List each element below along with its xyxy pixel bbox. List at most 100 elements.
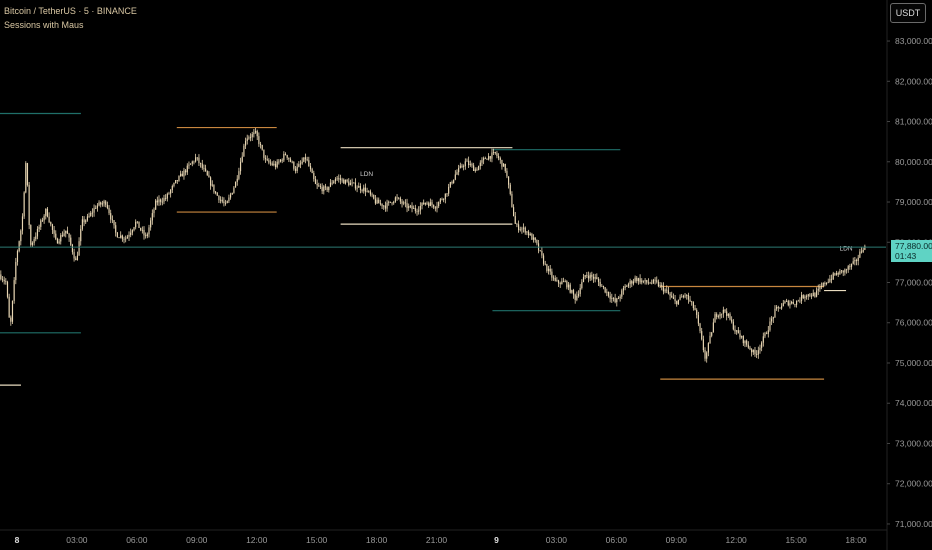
candle-body <box>717 316 719 318</box>
candle-body <box>379 203 381 205</box>
candle-body <box>8 296 10 318</box>
candle-body <box>195 157 197 162</box>
candle-body <box>481 160 483 163</box>
candle-body <box>839 270 841 275</box>
candle-body <box>0 274 2 280</box>
candle-body <box>557 280 560 284</box>
candle-body <box>559 283 561 285</box>
candle-body <box>825 282 828 285</box>
candle-body <box>126 236 128 239</box>
candle-body <box>771 318 773 322</box>
candle-body <box>864 245 866 250</box>
candle-body <box>135 221 137 228</box>
candle-body <box>549 268 551 272</box>
candle-body <box>246 138 248 141</box>
candle-body <box>503 163 505 167</box>
candle-body <box>220 199 222 201</box>
candle-body <box>358 185 360 188</box>
candle-body <box>508 176 510 185</box>
candle-body <box>143 229 145 236</box>
candle-body <box>131 230 133 233</box>
candle-body <box>278 161 280 163</box>
candle-body <box>791 301 793 304</box>
candle-body <box>433 204 435 208</box>
candle-body <box>746 340 748 345</box>
candle-body <box>453 179 455 184</box>
candle-body <box>517 224 520 230</box>
candle-body <box>441 199 443 201</box>
candle-body <box>436 206 438 209</box>
candle-body <box>802 295 804 299</box>
x-tick-label: 06:00 <box>606 535 628 545</box>
candle-body <box>16 251 19 262</box>
candle-body <box>787 300 789 306</box>
candle-body <box>677 299 679 305</box>
candle-body <box>797 300 799 302</box>
candle-body <box>288 157 290 160</box>
candle-body <box>51 224 54 230</box>
x-axis[interactable]: 8 03:00 06:00 09:00 12:00 15:00 18:00 21:00 9 03:… <box>15 535 867 545</box>
candle-body <box>426 202 428 204</box>
candle-body <box>617 298 620 300</box>
candle-body <box>534 237 536 240</box>
candle-body <box>384 205 386 209</box>
candle-body <box>709 335 711 344</box>
candle-body <box>727 313 729 316</box>
y-tick-label: 71,000.00 <box>895 519 932 529</box>
candle-body <box>754 349 756 355</box>
indicator-name[interactable]: Sessions with Maus <box>4 20 84 30</box>
candle-body <box>777 306 779 308</box>
candle-body <box>263 149 265 158</box>
candle-body <box>150 220 152 228</box>
candle-body <box>488 156 490 160</box>
candle-body <box>744 340 746 344</box>
candle-body <box>236 178 238 182</box>
candle-body <box>338 178 340 180</box>
candle-body <box>671 295 673 298</box>
candle-body <box>423 202 425 205</box>
candle-body <box>815 290 818 297</box>
candle-body <box>306 159 308 161</box>
candle-body <box>130 232 132 235</box>
candle-body <box>388 201 390 203</box>
candle-body <box>138 221 140 229</box>
candle-body <box>269 162 272 164</box>
candle-body <box>25 163 27 193</box>
candle-body <box>239 161 242 172</box>
candle-body <box>125 238 127 240</box>
candle-body <box>329 182 332 187</box>
candle-body <box>443 199 445 200</box>
candle-body <box>449 182 451 187</box>
x-tick-label: 03:00 <box>66 535 88 545</box>
candle-body <box>293 162 295 169</box>
symbol-title[interactable]: Bitcoin / TetherUS · 5 · BINANCE <box>4 6 137 16</box>
candle-body <box>303 157 305 162</box>
candle-body <box>318 185 320 187</box>
candle-body <box>751 349 753 353</box>
candle-body <box>403 202 405 204</box>
y-tick-label: 77,000.00 <box>895 278 932 288</box>
candle-body <box>614 298 616 303</box>
candle-body <box>36 228 39 237</box>
y-axis[interactable]: 71,000.00 72,000.00 73,000.00 74,000.00 75,0… <box>887 36 932 529</box>
candle-body <box>536 239 538 244</box>
candle-body <box>596 277 598 279</box>
candle-body <box>522 227 525 229</box>
candle-body <box>493 152 495 153</box>
candle-body <box>153 209 155 214</box>
candle-body <box>198 157 200 164</box>
candle-body <box>121 235 123 239</box>
candle-body <box>546 264 548 271</box>
candle-body <box>133 227 135 231</box>
candle-body <box>21 216 24 231</box>
candle-body <box>396 197 398 199</box>
candle-body <box>191 161 193 164</box>
candle-body <box>401 201 403 204</box>
candle-body <box>661 284 663 286</box>
candle-body <box>499 158 501 160</box>
candle-body <box>544 263 546 265</box>
candle-body <box>468 160 470 166</box>
candle-body <box>476 169 478 171</box>
currency-button[interactable]: USDT <box>890 3 926 23</box>
